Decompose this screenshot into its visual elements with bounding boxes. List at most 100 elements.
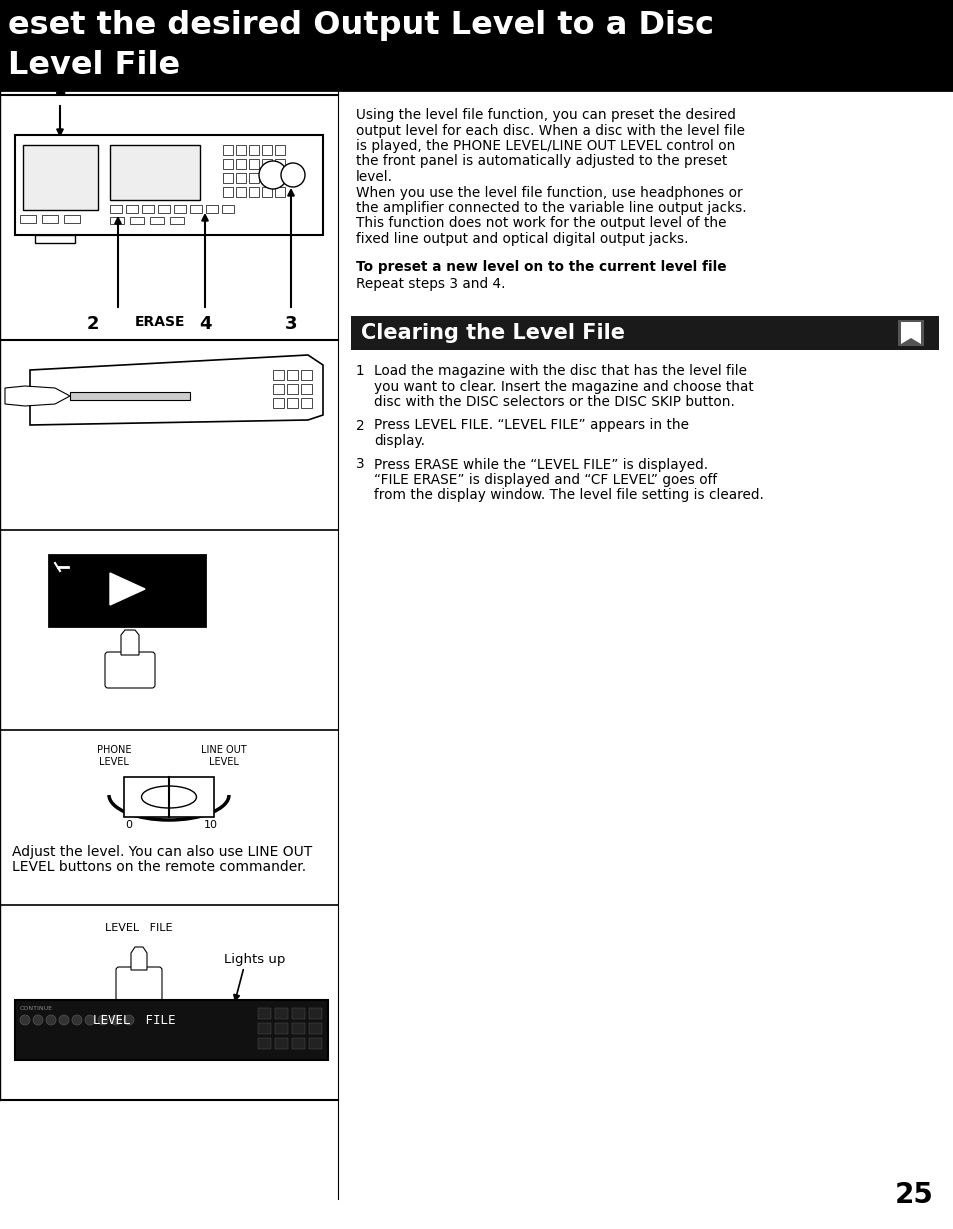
Text: 4: 4 [198, 315, 211, 333]
Circle shape [46, 1015, 56, 1025]
FancyBboxPatch shape [110, 145, 200, 200]
FancyBboxPatch shape [223, 173, 233, 183]
Text: LEVEL   FILE: LEVEL FILE [105, 923, 172, 933]
Text: Press LEVEL FILE. “LEVEL FILE” appears in the: Press LEVEL FILE. “LEVEL FILE” appears i… [374, 419, 688, 433]
FancyBboxPatch shape [35, 235, 75, 243]
Circle shape [111, 1015, 121, 1025]
Text: from the display window. The level file setting is cleared.: from the display window. The level file … [374, 488, 763, 503]
Polygon shape [131, 948, 147, 970]
FancyBboxPatch shape [274, 159, 285, 170]
Text: Load the magazine with the disc that has the level file: Load the magazine with the disc that has… [374, 364, 746, 379]
FancyBboxPatch shape [273, 398, 284, 408]
FancyBboxPatch shape [249, 187, 258, 197]
FancyBboxPatch shape [274, 173, 285, 183]
Text: 2: 2 [87, 315, 99, 333]
FancyBboxPatch shape [262, 159, 272, 170]
Circle shape [71, 1015, 82, 1025]
Circle shape [33, 1015, 43, 1025]
FancyBboxPatch shape [351, 316, 938, 350]
FancyBboxPatch shape [0, 0, 953, 90]
Text: the amplifier connected to the variable line output jacks.: the amplifier connected to the variable … [355, 202, 746, 215]
Polygon shape [121, 630, 139, 655]
FancyBboxPatch shape [206, 205, 218, 213]
FancyBboxPatch shape [110, 205, 122, 213]
FancyBboxPatch shape [249, 173, 258, 183]
FancyBboxPatch shape [262, 187, 272, 197]
Text: 1: 1 [53, 80, 66, 98]
Polygon shape [900, 322, 920, 344]
FancyBboxPatch shape [262, 145, 272, 155]
Text: LEVEL  FILE: LEVEL FILE [92, 1014, 175, 1026]
FancyBboxPatch shape [50, 554, 205, 626]
FancyBboxPatch shape [70, 392, 190, 399]
Text: 3: 3 [284, 315, 297, 333]
Circle shape [258, 161, 287, 189]
FancyBboxPatch shape [257, 1008, 271, 1019]
FancyBboxPatch shape [262, 173, 272, 183]
Text: PHONE
LEVEL: PHONE LEVEL [96, 745, 132, 767]
Text: Repeat steps 3 and 4.: Repeat steps 3 and 4. [355, 277, 505, 291]
Text: “FILE ERASE” is displayed and “CF LEVEL” goes off: “FILE ERASE” is displayed and “CF LEVEL”… [374, 473, 717, 487]
Circle shape [124, 1015, 133, 1025]
FancyBboxPatch shape [158, 205, 170, 213]
Text: Using the level file function, you can preset the desired: Using the level file function, you can p… [355, 108, 735, 122]
FancyBboxPatch shape [274, 1023, 288, 1034]
FancyBboxPatch shape [150, 218, 164, 224]
FancyBboxPatch shape [309, 1039, 322, 1050]
FancyBboxPatch shape [124, 777, 213, 817]
FancyBboxPatch shape [897, 320, 923, 347]
FancyBboxPatch shape [292, 1008, 305, 1019]
FancyBboxPatch shape [235, 145, 246, 155]
FancyBboxPatch shape [249, 159, 258, 170]
Text: 1: 1 [355, 364, 364, 379]
FancyBboxPatch shape [274, 1039, 288, 1050]
FancyBboxPatch shape [173, 205, 186, 213]
FancyBboxPatch shape [190, 205, 202, 213]
Circle shape [98, 1015, 108, 1025]
Text: you want to clear. Insert the magazine and choose that: you want to clear. Insert the magazine a… [374, 380, 753, 393]
FancyBboxPatch shape [257, 1023, 271, 1034]
Polygon shape [110, 573, 145, 605]
Text: fixed line output and optical digital output jacks.: fixed line output and optical digital ou… [355, 232, 688, 246]
Text: 3: 3 [355, 457, 364, 472]
FancyBboxPatch shape [23, 145, 98, 210]
Polygon shape [5, 386, 70, 406]
FancyBboxPatch shape [116, 967, 162, 1000]
FancyBboxPatch shape [309, 1008, 322, 1019]
FancyBboxPatch shape [309, 1023, 322, 1034]
FancyBboxPatch shape [292, 1039, 305, 1050]
Text: This function does not work for the output level of the: This function does not work for the outp… [355, 216, 726, 231]
Circle shape [281, 163, 305, 187]
Text: is played, the PHONE LEVEL/LINE OUT LEVEL control on: is played, the PHONE LEVEL/LINE OUT LEVE… [355, 139, 735, 152]
Text: LINE OUT
LEVEL: LINE OUT LEVEL [201, 745, 247, 767]
FancyBboxPatch shape [235, 159, 246, 170]
FancyBboxPatch shape [257, 1039, 271, 1050]
FancyBboxPatch shape [15, 135, 323, 235]
Text: disc with the DISC selectors or the DISC SKIP button.: disc with the DISC selectors or the DISC… [374, 395, 734, 409]
FancyBboxPatch shape [249, 145, 258, 155]
Text: 2: 2 [355, 419, 364, 433]
FancyBboxPatch shape [105, 653, 154, 688]
FancyBboxPatch shape [223, 159, 233, 170]
Text: CONTINUE: CONTINUE [20, 1007, 53, 1011]
FancyBboxPatch shape [110, 218, 124, 224]
FancyBboxPatch shape [301, 383, 312, 395]
FancyBboxPatch shape [64, 215, 80, 222]
FancyBboxPatch shape [223, 145, 233, 155]
FancyBboxPatch shape [15, 1000, 328, 1059]
Text: display.: display. [374, 434, 424, 449]
Text: Lights up: Lights up [224, 952, 285, 966]
Text: 10: 10 [204, 820, 218, 830]
Circle shape [20, 1015, 30, 1025]
Text: When you use the level file function, use headphones or: When you use the level file function, us… [355, 186, 741, 199]
FancyBboxPatch shape [301, 398, 312, 408]
Text: level.: level. [355, 170, 393, 184]
Circle shape [85, 1015, 95, 1025]
FancyBboxPatch shape [223, 187, 233, 197]
Text: Adjust the level. You can also use LINE OUT: Adjust the level. You can also use LINE … [12, 846, 312, 859]
FancyBboxPatch shape [287, 370, 297, 380]
FancyBboxPatch shape [301, 370, 312, 380]
FancyBboxPatch shape [235, 187, 246, 197]
FancyBboxPatch shape [274, 145, 285, 155]
Text: the front panel is automatically adjusted to the preset: the front panel is automatically adjuste… [355, 155, 726, 168]
